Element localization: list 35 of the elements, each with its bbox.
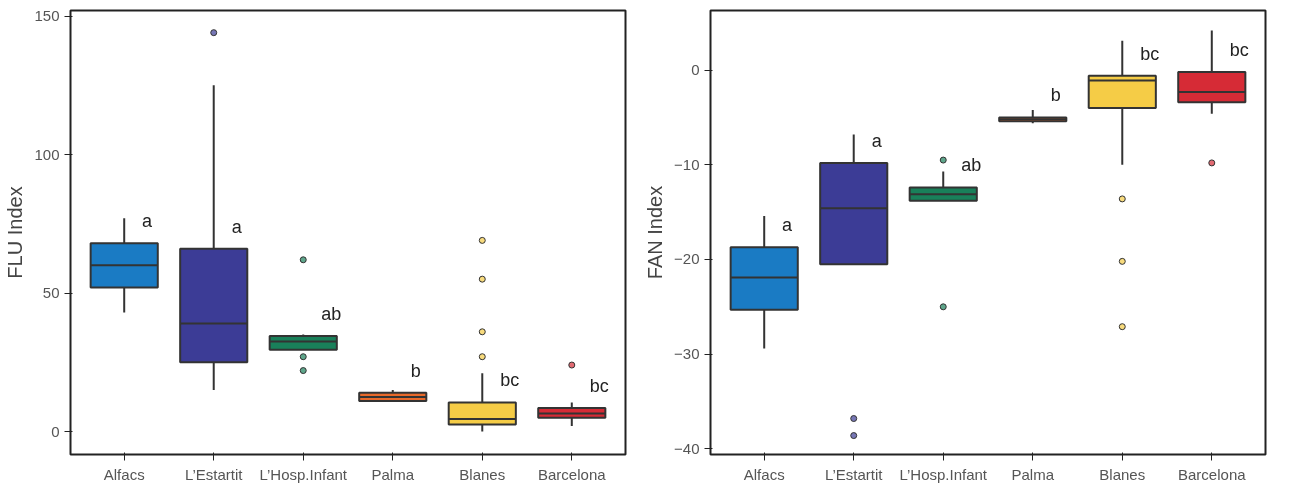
y-tick-label: −10: [674, 155, 700, 173]
y-axis-title: FLU Index: [4, 186, 27, 279]
x-tick-label: L’Estartit: [824, 465, 884, 483]
y-tick-label: −20: [674, 250, 700, 268]
x-tick-label: Barcelona: [538, 465, 607, 483]
x-tick-label: Palma: [371, 465, 415, 483]
annotation: a: [871, 130, 883, 151]
annotation: ab: [961, 155, 982, 176]
y-tick-label: 100: [34, 145, 60, 163]
y-tick-label: −40: [674, 439, 700, 457]
x-tick-label: L’Hosp.Infant: [899, 465, 988, 483]
annotation: a: [231, 216, 243, 237]
annotation: ab: [321, 303, 342, 324]
annotation: bc: [589, 375, 609, 396]
y-tick-label: 0: [51, 422, 60, 440]
x-tick-label: Alfacs: [743, 465, 785, 483]
annotation: a: [142, 210, 154, 231]
y-axis-title: FAN Index: [644, 185, 667, 280]
y-tick-label: 0: [691, 61, 700, 79]
x-tick-label: Palma: [1011, 465, 1055, 483]
x-tick-label: Alfacs: [103, 465, 145, 483]
annotation: bc: [500, 370, 520, 391]
x-tick-label: Blanes: [1099, 465, 1146, 483]
y-tick-label: 150: [34, 7, 60, 25]
y-tick-label: −30: [674, 345, 700, 363]
x-tick-label: Barcelona: [1178, 465, 1247, 483]
x-tick-label: L’Estartit: [184, 465, 244, 483]
annotation: b: [1050, 85, 1061, 106]
x-tick-label: Blanes: [459, 465, 506, 483]
y-tick-label: 50: [42, 284, 60, 302]
annotation: a: [782, 214, 794, 235]
annotation: bc: [1140, 43, 1160, 64]
x-tick-label: L’Hosp.Infant: [259, 465, 348, 483]
annotation: b: [410, 360, 421, 381]
annotation: bc: [1229, 39, 1249, 60]
